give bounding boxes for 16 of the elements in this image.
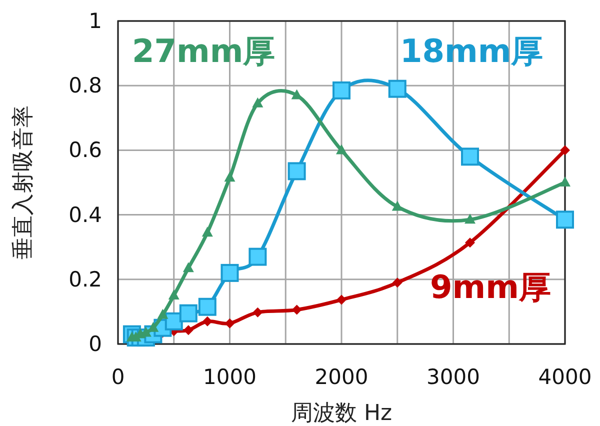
- ytick: 0.6: [68, 138, 102, 162]
- xtick: 4000: [538, 365, 592, 389]
- ytick: 0: [88, 332, 102, 356]
- series-label: 27mm厚: [132, 32, 276, 70]
- xtick: 1000: [203, 365, 256, 389]
- ylabel: 垂直入射吸音率: [11, 106, 36, 260]
- xtick: 2000: [314, 365, 368, 389]
- ytick: 1: [88, 9, 102, 33]
- series-label: 9mm厚: [430, 268, 551, 306]
- ytick: 0.4: [68, 202, 102, 227]
- xtick: 0: [111, 365, 125, 389]
- xtick: 3000: [426, 365, 480, 389]
- xlabel: 周波数 Hz: [290, 401, 392, 426]
- ytick: 0.2: [68, 267, 102, 292]
- ytick: 0.8: [68, 74, 102, 98]
- series-label: 18mm厚: [400, 32, 544, 70]
